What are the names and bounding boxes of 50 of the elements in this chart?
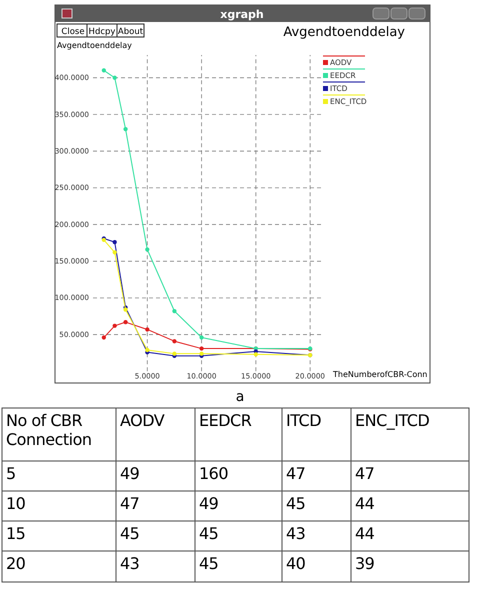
- x-axis-title: TheNumberofCBR-Conn: [332, 370, 428, 379]
- point: [102, 68, 106, 73]
- x-tick-label: AODV: [120, 411, 165, 430]
- point: [112, 250, 117, 255]
- point: [123, 308, 128, 312]
- point: [145, 327, 150, 332]
- y-tick-label: 10: [6, 494, 26, 513]
- point: [145, 247, 150, 252]
- point: [254, 352, 258, 357]
- data-label: 49: [199, 494, 219, 513]
- text: About: [118, 27, 144, 37]
- x-tick-label: EEDCR: [199, 411, 252, 430]
- x-tick-label: ITCD: [286, 411, 322, 430]
- point: [123, 320, 128, 324]
- data-label: 49: [120, 464, 140, 483]
- point: [123, 127, 128, 132]
- point: [112, 324, 117, 328]
- data-label: 47: [286, 464, 306, 483]
- y-axis-title: Avgendtoenddelay: [57, 41, 132, 50]
- data-label: 47: [120, 494, 140, 513]
- data-label: 43: [120, 554, 140, 573]
- data-label: 40: [286, 554, 306, 573]
- y-tick-label: 20: [6, 554, 26, 573]
- point: [199, 346, 204, 351]
- text: Hdcpy: [88, 27, 116, 37]
- data-label: 39: [355, 554, 375, 573]
- data-label: 45: [120, 524, 140, 543]
- y-tick-label: 15: [6, 524, 26, 543]
- y-tick-label: 5: [6, 464, 16, 483]
- data-label: 44: [355, 494, 375, 513]
- point: [199, 335, 204, 340]
- x-tick-label: ENC_ITCD: [355, 411, 430, 430]
- data-label: 47: [355, 464, 374, 483]
- point: [145, 348, 150, 352]
- data-label: 45: [199, 524, 218, 543]
- y-axis-title: No of CBR Connection: [6, 411, 92, 449]
- text: xgraph: [220, 8, 264, 21]
- text: Close: [61, 27, 85, 37]
- point: [112, 76, 117, 80]
- point: [172, 339, 177, 344]
- data-label: 45: [199, 554, 218, 573]
- point: [172, 309, 177, 314]
- point: [102, 335, 106, 340]
- text: a: [236, 389, 244, 405]
- data-label: 45: [286, 494, 306, 513]
- chart-title: Avgendtoenddelay: [283, 25, 406, 40]
- data-label: 44: [355, 524, 375, 543]
- data-label: 43: [286, 524, 306, 543]
- data-label: 160: [199, 464, 228, 483]
- point: [112, 240, 117, 244]
